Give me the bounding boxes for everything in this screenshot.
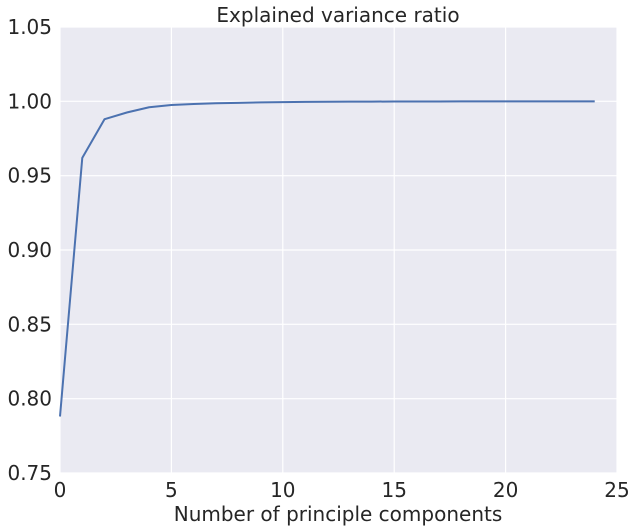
x-tick-label: 25 <box>604 478 629 502</box>
series-line <box>59 100 595 417</box>
data-line-group <box>59 100 595 417</box>
x-tick-label: 20 <box>493 478 518 502</box>
y-tick-label: 0.75 <box>7 461 52 485</box>
x-tick-label: 15 <box>381 478 406 502</box>
y-tick-label: 0.85 <box>7 312 52 336</box>
chart-title: Explained variance ratio <box>216 3 459 27</box>
y-tick-label: 1.05 <box>7 15 52 39</box>
x-tick-label: 0 <box>54 478 67 502</box>
y-tick-label: 0.90 <box>7 238 52 262</box>
x-tick-label: 5 <box>165 478 178 502</box>
y-tick-label: 1.00 <box>7 89 52 113</box>
x-axis-label: Number of principle components <box>174 502 503 526</box>
x-tick-label: 10 <box>270 478 295 502</box>
y-tick-labels: 0.75 0.80 0.85 0.90 0.95 1.00 1.05 <box>7 15 52 485</box>
x-tick-labels: 0 5 10 15 20 25 <box>54 478 630 502</box>
y-tick-label: 0.95 <box>7 164 52 188</box>
y-tick-label: 0.80 <box>7 387 52 411</box>
